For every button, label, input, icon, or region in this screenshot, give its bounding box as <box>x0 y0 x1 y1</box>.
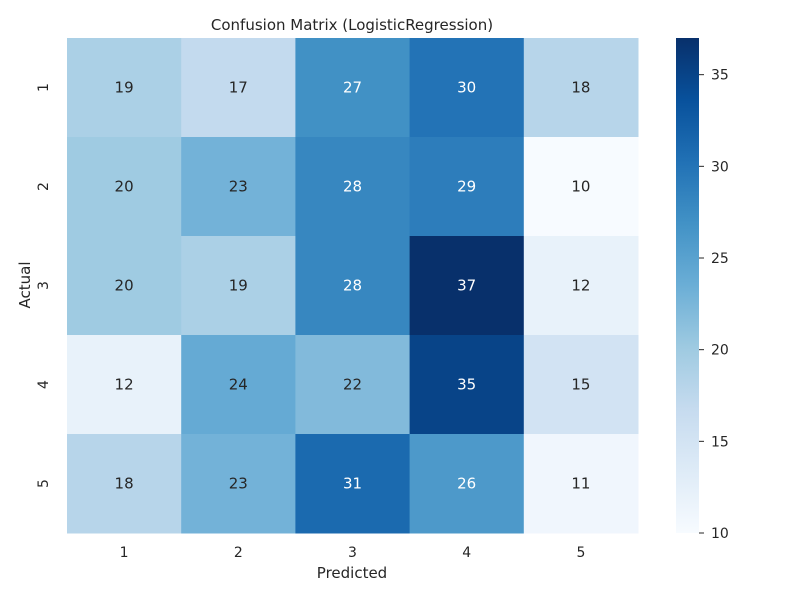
x-tick-label: 5 <box>576 545 585 561</box>
heatmap-cell <box>409 434 525 534</box>
heatmap-cell <box>523 38 639 138</box>
y-tick-label: 5 <box>36 479 52 488</box>
heatmap-cell <box>295 434 411 534</box>
heatmap-cell <box>67 38 182 138</box>
x-tick-label: 3 <box>348 545 357 561</box>
heatmap-cell <box>409 38 525 138</box>
colorbar-tick-label: 30 <box>711 159 729 175</box>
heatmap-cell-label: 26 <box>457 475 476 493</box>
heatmap-cell <box>409 137 525 237</box>
heatmap-cell-label: 20 <box>115 178 134 196</box>
heatmap-cell-label: 28 <box>343 277 362 295</box>
y-tick-label: 3 <box>36 281 52 290</box>
colorbar-tick-label: 10 <box>711 526 729 542</box>
colorbar <box>676 38 699 533</box>
heatmap-cell <box>295 137 411 237</box>
heatmap-cell-label: 11 <box>571 475 590 493</box>
colorbar-tick-label: 35 <box>711 68 729 84</box>
y-axis-ticks: 1 2 3 4 5 <box>36 83 52 488</box>
heatmap-cell-label: 31 <box>343 475 362 493</box>
heatmap-cell <box>523 236 639 336</box>
heatmap-cell-label: 18 <box>115 475 134 493</box>
heatmap-cell <box>181 137 296 237</box>
colorbar-ticks: 10 15 20 25 30 35 <box>699 68 729 542</box>
heatmap-cell-label: 12 <box>571 277 590 295</box>
heatmap-cell-labels: 19 17 27 30 18 20 23 28 29 10 20 19 28 37 12 12 24 22 35 15… <box>115 79 591 493</box>
heatmap-cell-label: 18 <box>571 79 590 97</box>
x-axis-label: Predicted <box>317 564 387 582</box>
heatmap-cell <box>523 335 639 435</box>
heatmap-cell <box>67 236 182 336</box>
heatmap-cell-label: 30 <box>457 79 476 97</box>
heatmap-cell <box>295 335 411 435</box>
heatmap-cell <box>181 38 296 138</box>
heatmap-cell-label: 23 <box>229 475 248 493</box>
chart-title: Confusion Matrix (LogisticRegression) <box>211 16 493 34</box>
y-tick-label: 4 <box>36 380 52 389</box>
colorbar-tick-label: 15 <box>711 434 729 450</box>
heatmap-cell <box>67 434 182 534</box>
heatmap-cell-label: 37 <box>457 277 476 295</box>
heatmap-cell-label: 27 <box>343 79 362 97</box>
heatmap-cell <box>523 434 639 534</box>
heatmap-cell <box>409 335 525 435</box>
heatmap-cell <box>523 137 639 237</box>
x-tick-label: 2 <box>234 545 243 561</box>
heatmap-cell-label: 35 <box>457 376 476 394</box>
heatmap-cell <box>295 38 411 138</box>
x-tick-label: 1 <box>120 545 129 561</box>
heatmap-cell <box>181 434 296 534</box>
heatmap-cells <box>67 38 639 534</box>
heatmap-cell <box>409 236 525 336</box>
heatmap-cell-label: 24 <box>229 376 248 394</box>
heatmap-cell-label: 12 <box>115 376 134 394</box>
x-tick-label: 4 <box>462 545 471 561</box>
heatmap-cell <box>181 236 296 336</box>
heatmap-cell-label: 28 <box>343 178 362 196</box>
heatmap-cell-label: 22 <box>343 376 362 394</box>
heatmap-cell <box>67 335 182 435</box>
y-axis-label: Actual <box>16 262 34 309</box>
heatmap-cell-label: 19 <box>115 79 134 97</box>
x-axis-ticks: 1 2 3 4 5 <box>120 545 586 561</box>
heatmap-cell-label: 10 <box>571 178 590 196</box>
heatmap-cell-label: 17 <box>229 79 248 97</box>
heatmap-cell-label: 23 <box>229 178 248 196</box>
y-tick-label: 2 <box>36 182 52 191</box>
heatmap-cell-label: 19 <box>229 277 248 295</box>
heatmap-cell-label: 20 <box>115 277 134 295</box>
colorbar-tick-label: 25 <box>711 251 729 267</box>
colorbar-tick-label: 20 <box>711 343 729 359</box>
heatmap-cell <box>67 137 182 237</box>
heatmap-cell-label: 29 <box>457 178 476 196</box>
heatmap-cell-label: 15 <box>571 376 590 394</box>
heatmap-cell <box>295 236 411 336</box>
heatmap-cell <box>181 335 296 435</box>
y-tick-label: 1 <box>36 83 52 92</box>
